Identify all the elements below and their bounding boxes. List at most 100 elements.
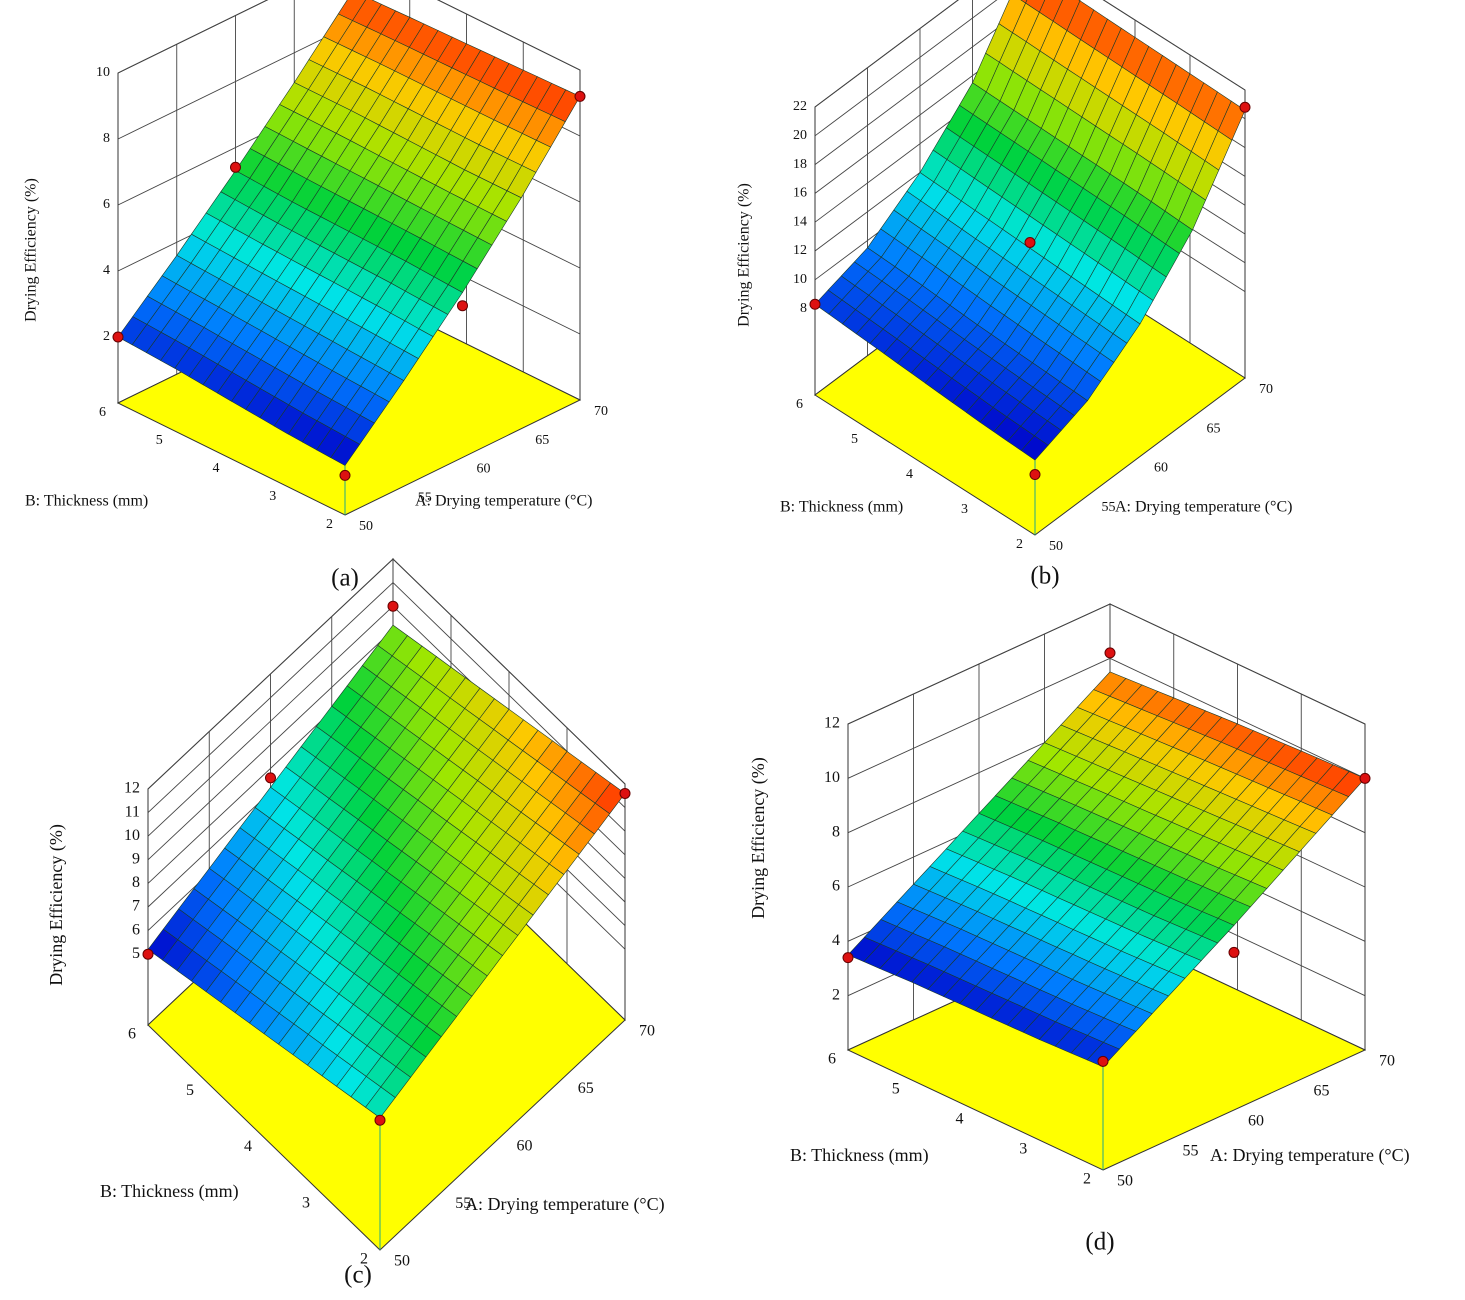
z-tick-label: 4 (103, 263, 110, 278)
z-axis-label: Drying Efficiency (%) (23, 178, 40, 322)
design-point (842, 952, 854, 964)
grid-line (1109, 657, 1366, 779)
y-axis-label: B: Thickness (mm) (790, 1145, 929, 1166)
grid-line (117, 23, 354, 140)
z-tick-label: 2 (832, 986, 840, 1003)
z-tick-label: 6 (132, 921, 140, 938)
z-tick-label: 4 (832, 932, 840, 949)
z-tick-label: 12 (124, 780, 140, 797)
design-point (809, 298, 821, 310)
y-tick-label: 2 (360, 1251, 368, 1268)
x-tick-label: 55 (455, 1195, 471, 1212)
z-tick-label: 9 (132, 850, 140, 867)
x-tick-label: 70 (1379, 1053, 1395, 1070)
grid-line (847, 657, 1111, 779)
grid-line (147, 629, 394, 861)
x-tick-label: 70 (1259, 382, 1273, 397)
x-axis-label: A: Drying temperature (°C) (1210, 1145, 1410, 1166)
design-point (1104, 647, 1116, 659)
z-tick-label: 8 (832, 823, 840, 840)
x-tick-label: 65 (535, 433, 549, 448)
design-point (230, 161, 241, 173)
z-tick-label: 7 (132, 898, 140, 915)
z-tick-label: 11 (125, 803, 140, 820)
y-axis-label: B: Thickness (mm) (100, 1181, 239, 1202)
y-tick-label: 3 (961, 502, 968, 517)
x-tick-label: 50 (1049, 539, 1063, 554)
surface-patch (330, 436, 361, 466)
y-axis-label: B: Thickness (mm) (25, 493, 148, 510)
design-point (339, 469, 351, 481)
design-point (1029, 469, 1041, 481)
x-tick-label: 50 (359, 519, 373, 534)
design-point (387, 600, 399, 612)
x-tick-label: 60 (1248, 1113, 1264, 1130)
caption: (a) (331, 565, 359, 592)
panel: 50 55 60 65 70 2 3 4 5 6 2 4 6 8 10 Drying Efficiency (… (23, 0, 608, 592)
x-tick-label: 60 (1154, 461, 1168, 476)
y-tick-label: 5 (892, 1081, 900, 1098)
panel: 50 55 60 65 70 2 3 4 5 6 2 4 6 8 10 12 Drying Efficiency… (748, 603, 1410, 1256)
x-tick-label: 55 (1183, 1143, 1199, 1160)
y-tick-label: 5 (186, 1082, 194, 1099)
design-point (112, 331, 124, 343)
y-tick-label: 6 (828, 1051, 836, 1068)
y-tick-label: 3 (302, 1194, 310, 1211)
design-point (1228, 946, 1240, 958)
design-point (619, 787, 631, 799)
grid-line (814, 0, 998, 137)
y-tick-label: 4 (244, 1138, 252, 1155)
x-tick-label: 70 (594, 404, 608, 419)
x-tick-label: 70 (639, 1023, 655, 1040)
design-point (1359, 772, 1371, 784)
y-tick-label: 2 (1016, 537, 1023, 552)
surface-patch (1020, 435, 1049, 461)
z-tick-label: 6 (832, 878, 840, 895)
design-point (265, 772, 276, 784)
z-tick-label: 6 (103, 197, 110, 212)
y-tick-label: 5 (851, 432, 858, 447)
z-axis-label: Drying Efficiency (%) (46, 824, 67, 986)
z-tick-label: 10 (824, 769, 840, 786)
x-tick-label: 65 (1314, 1083, 1330, 1100)
design-point (457, 300, 468, 312)
grid-line (814, 0, 959, 108)
z-tick-label: 20 (793, 128, 807, 143)
caption: (b) (1030, 563, 1059, 590)
grid-line (392, 558, 626, 785)
design-point (1024, 237, 1036, 248)
caption: (d) (1085, 1229, 1114, 1256)
y-tick-label: 2 (1083, 1171, 1091, 1188)
y-tick-label: 5 (156, 433, 163, 448)
z-tick-label: 22 (793, 99, 807, 114)
x-axis-label: A: Drying temperature (°C) (465, 1194, 665, 1215)
x-tick-label: 60 (517, 1138, 533, 1155)
z-tick-label: 8 (800, 301, 807, 316)
design-point (1097, 1055, 1109, 1067)
surface-patch (365, 1086, 396, 1119)
x-tick-label: 50 (1117, 1173, 1133, 1190)
grid-line (437, 0, 581, 71)
x-tick-label: 50 (394, 1253, 410, 1270)
z-tick-label: 12 (824, 715, 840, 732)
x-tick-label: 55 (1102, 500, 1116, 515)
design-point (1239, 101, 1251, 113)
z-tick-label: 14 (793, 214, 807, 229)
y-tick-label: 4 (906, 467, 913, 482)
x-tick-label: 60 (477, 462, 491, 477)
x-tick-label: 65 (578, 1080, 594, 1097)
design-point (142, 948, 154, 960)
grid-line (1109, 603, 1366, 725)
y-tick-label: 6 (796, 397, 803, 412)
x-tick-label: 65 (1207, 421, 1221, 436)
design-point (574, 90, 586, 102)
z-tick-label: 12 (793, 243, 807, 258)
y-tick-label: 3 (1019, 1141, 1027, 1158)
grid-line (1102, 0, 1246, 91)
grid-line (814, 7, 1026, 165)
grid-line (847, 603, 1111, 725)
y-tick-label: 4 (213, 461, 220, 476)
z-tick-label: 2 (103, 329, 110, 344)
